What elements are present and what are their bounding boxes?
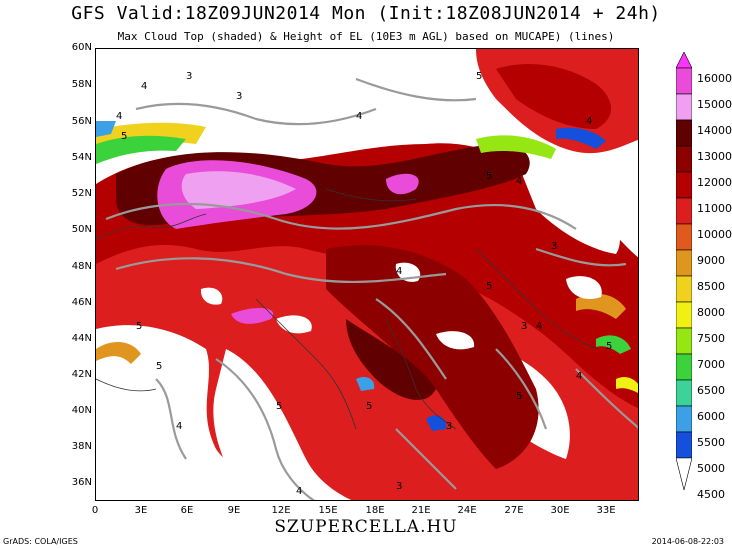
colorbar-segment — [676, 379, 692, 407]
colorbar-label: 6000 — [697, 410, 725, 423]
colorbar-segment — [676, 405, 692, 433]
contour-label: 5 — [276, 401, 282, 412]
colorbar-label: 6500 — [697, 384, 725, 397]
contour-label: 4 — [516, 176, 522, 187]
lon-label: 6E — [180, 505, 194, 516]
lon-label: 0 — [91, 505, 99, 516]
contour-label: 5 — [486, 171, 492, 182]
colorbar-segment — [676, 327, 692, 355]
lon-label: 3E — [134, 505, 148, 516]
lat-label: 40N — [71, 405, 92, 416]
contour-label: 4 — [116, 111, 122, 122]
colorbar-segment — [676, 223, 692, 251]
contour-label: 3 — [551, 241, 557, 252]
contour-label: 4 — [296, 486, 302, 497]
colorbar-label: 5500 — [697, 436, 725, 449]
shaded-field: 4 3 3 4 5 4 5 4 5 4 3 4 5 4 3 5 5 4 5 5 … — [96, 49, 638, 500]
contour-label: 5 — [476, 71, 482, 82]
lat-label: 60N — [71, 42, 92, 53]
colorbar-label: 14000 — [697, 124, 732, 137]
lon-label: 12E — [271, 505, 291, 516]
generation-timestamp: 2014-06-08-22:03 — [651, 537, 724, 546]
colorbar-label: 8000 — [697, 306, 725, 319]
lat-label: 46N — [71, 297, 92, 308]
grads-credit: GrADS: COLA/IGES — [3, 537, 78, 546]
colorbar-label: 9000 — [697, 254, 725, 267]
contour-label: 4 — [576, 371, 582, 382]
lon-label: 18E — [365, 505, 385, 516]
contour-label: 3 — [446, 421, 452, 432]
lat-label: 52N — [71, 188, 92, 199]
lon-label: 21E — [411, 505, 431, 516]
contour-label: 4 — [536, 321, 542, 332]
colorbar-label: 13000 — [697, 150, 732, 163]
colorbar-segment — [676, 119, 692, 147]
contour-label: 4 — [356, 111, 362, 122]
colorbar-label: 10000 — [697, 228, 732, 241]
contour-label: 5 — [156, 361, 162, 372]
colorbar-segment — [676, 197, 692, 225]
site-name: SZUPERCELLA.HU — [274, 517, 458, 537]
lat-label: 50N — [71, 224, 92, 235]
contour-label: 4 — [176, 421, 182, 432]
lat-label: 54N — [71, 152, 92, 163]
contour-label: 5 — [606, 341, 612, 352]
contour-label: 5 — [516, 391, 522, 402]
contour-label: 3 — [186, 71, 192, 82]
contour-label: 5 — [486, 281, 492, 292]
colorbar-label: 11000 — [697, 202, 732, 215]
contour-label: 3 — [521, 321, 527, 332]
colorbar-label: 4500 — [697, 488, 725, 501]
lat-label: 48N — [71, 261, 92, 272]
colorbar-segment — [676, 67, 692, 95]
contour-label: 5 — [136, 321, 142, 332]
contour-label: 3 — [236, 91, 242, 102]
map-panel: 4 3 3 4 5 4 5 4 5 4 3 4 5 4 3 5 5 4 5 5 … — [95, 48, 639, 501]
contour-label: 3 — [396, 481, 402, 492]
lon-label: 15E — [318, 505, 338, 516]
colorbar-label: 8500 — [697, 280, 725, 293]
colorbar-label: 16000 — [697, 72, 732, 85]
colorbar-label: 15000 — [697, 98, 732, 111]
contour-label: 5 — [121, 131, 127, 142]
colorbar-segment — [676, 171, 692, 199]
colorbar-label: 12000 — [697, 176, 732, 189]
contour-label: 4 — [396, 266, 402, 277]
lon-label: 27E — [504, 505, 524, 516]
colorbar-segment — [676, 275, 692, 303]
lon-label: 30E — [550, 505, 570, 516]
contour-label: 4 — [141, 81, 147, 92]
contour-label: 4 — [586, 116, 592, 127]
lat-label: 38N — [71, 441, 92, 452]
map-title: GFS Valid:18Z09JUN2014 Mon (Init:18Z08JU… — [71, 3, 661, 24]
lat-label: 36N — [71, 477, 92, 488]
contour-value-labels: 4 3 3 4 5 4 5 4 5 4 3 4 5 4 3 5 5 4 5 5 … — [116, 71, 612, 497]
colorbar-label: 5000 — [697, 462, 725, 475]
colorbar-segment — [676, 145, 692, 173]
colorbar-segment — [676, 353, 692, 381]
lat-label: 56N — [71, 116, 92, 127]
contour-label: 5 — [366, 401, 372, 412]
colorbar-segment — [676, 301, 692, 329]
lat-label: 42N — [71, 369, 92, 380]
colorbar-segment — [676, 249, 692, 277]
colorbar-top-triangle — [676, 52, 692, 69]
lon-label: 33E — [596, 505, 616, 516]
colorbar — [676, 52, 692, 491]
colorbar-label: 7500 — [697, 332, 725, 345]
lon-label: 9E — [227, 505, 241, 516]
map-subtitle: Max Cloud Top (shaded) & Height of EL (1… — [117, 30, 615, 43]
lat-label: 44N — [71, 333, 92, 344]
lat-label: 58N — [71, 79, 92, 90]
colorbar-segment — [676, 93, 692, 121]
lon-label: 24E — [457, 505, 477, 516]
colorbar-bottom-triangle — [676, 457, 692, 491]
colorbar-label: 7000 — [697, 358, 725, 371]
colorbar-segment — [676, 431, 692, 459]
